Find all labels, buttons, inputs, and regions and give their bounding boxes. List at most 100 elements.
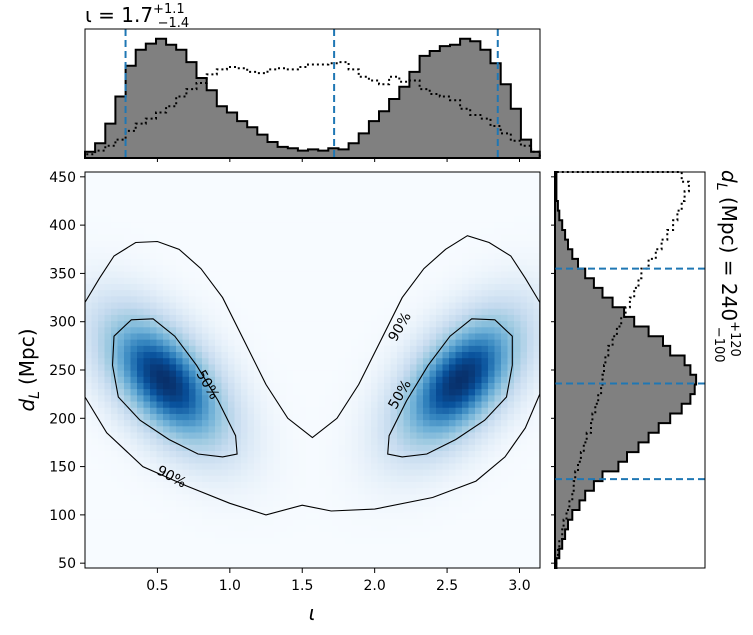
heatmap-cell [273,487,281,495]
heatmap-cell [117,172,125,179]
heatmap-cell [85,339,93,346]
heatmap-cell [143,456,151,464]
heatmap-cell [397,561,405,569]
heatmap-cell [325,345,333,353]
heatmap-cell [104,196,112,204]
heatmap-cell [319,240,327,247]
heatmap-cell [176,351,184,359]
heatmap-cell [481,506,489,513]
heatmap-cell [169,376,177,383]
heatmap-cell [501,215,509,223]
heatmap-cell [455,345,463,353]
heatmap-cell [280,314,288,322]
heatmap-cell [514,252,522,260]
heatmap-cell [117,240,125,247]
heatmap-cell [143,475,151,482]
heatmap-cell [429,487,437,495]
heatmap-cell [338,271,346,278]
heatmap-cell [273,271,281,278]
heatmap-cell [228,345,236,353]
heatmap-cell [312,221,320,229]
heatmap-cell [124,493,132,501]
heatmap-cell [377,351,385,359]
heatmap-cell [293,339,301,346]
heatmap-cell [462,339,470,346]
heatmap-cell [468,271,476,278]
heatmap-cell [462,537,470,544]
heatmap-cell [130,376,138,383]
heatmap-cell [228,382,236,390]
heatmap-cell [449,555,457,563]
heatmap-cell [481,209,489,216]
heatmap-cell [202,178,210,185]
heatmap-cell [202,301,210,309]
heatmap-cell [260,271,268,278]
heatmap-cell [397,400,405,408]
heatmap-cell [169,190,177,198]
heatmap-cell [228,425,236,433]
heatmap-cell [449,301,457,309]
heatmap-cell [319,301,327,309]
heatmap-cell [202,320,210,328]
heatmap-cell [267,561,275,569]
heatmap-cell [286,345,294,353]
heatmap-cell [150,438,158,445]
heatmap-cell [468,431,476,439]
heatmap-cell [267,382,275,390]
heatmap-cell [117,425,125,433]
heatmap-cell [143,530,151,538]
heatmap-cell [150,227,158,235]
heatmap-cell [332,271,340,278]
heatmap-cell [488,190,496,198]
heatmap-cell [332,301,340,309]
heatmap-cell [455,537,463,544]
heatmap-cell [442,481,450,489]
heatmap-cell [481,537,489,544]
heatmap-cell [150,258,158,266]
heatmap-cell [462,444,470,452]
heatmap-cell [85,326,93,334]
heatmap-cell [163,209,171,216]
heatmap-cell [332,314,340,322]
heatmap-cell [312,363,320,371]
heatmap-cell [410,512,418,520]
heatmap-cell [221,469,229,476]
heatmap-cell [182,481,190,489]
heatmap-cell [195,172,203,179]
heatmap-cell [273,444,281,452]
heatmap-cell [481,431,489,439]
heatmap-cell [247,221,255,229]
heatmap-cell [449,308,457,315]
heatmap-cell [273,524,281,532]
heatmap-cell [208,537,216,544]
heatmap-cell [169,388,177,396]
heatmap-cell [501,209,509,216]
heatmap-cell [345,438,353,445]
heatmap-cell [176,407,184,414]
heatmap-cell [241,388,249,396]
heatmap-cell [494,487,502,495]
heatmap-cell [98,537,106,544]
heatmap-cell [98,320,106,328]
heatmap-cell [494,246,502,254]
heatmap-cell [371,561,379,569]
heatmap-cell [137,357,145,365]
heatmap-cell [195,419,203,427]
heatmap-cell [169,301,177,309]
heatmap-cell [182,357,190,365]
heatmap-cell [150,431,158,439]
heatmap-cell [111,394,119,402]
heatmap-cell [260,178,268,185]
x-tick-label: 3.0 [508,578,530,594]
heatmap-cell [150,487,158,495]
heatmap-cell [501,425,509,433]
heatmap-cell [371,400,379,408]
heatmap-cell [514,258,522,266]
heatmap-cell [449,549,457,557]
heatmap-cell [208,493,216,501]
heatmap-cell [215,172,223,179]
heatmap-cell [390,295,398,303]
heatmap-cell [306,202,314,210]
heatmap-cell [228,537,236,544]
heatmap-cell [371,543,379,551]
